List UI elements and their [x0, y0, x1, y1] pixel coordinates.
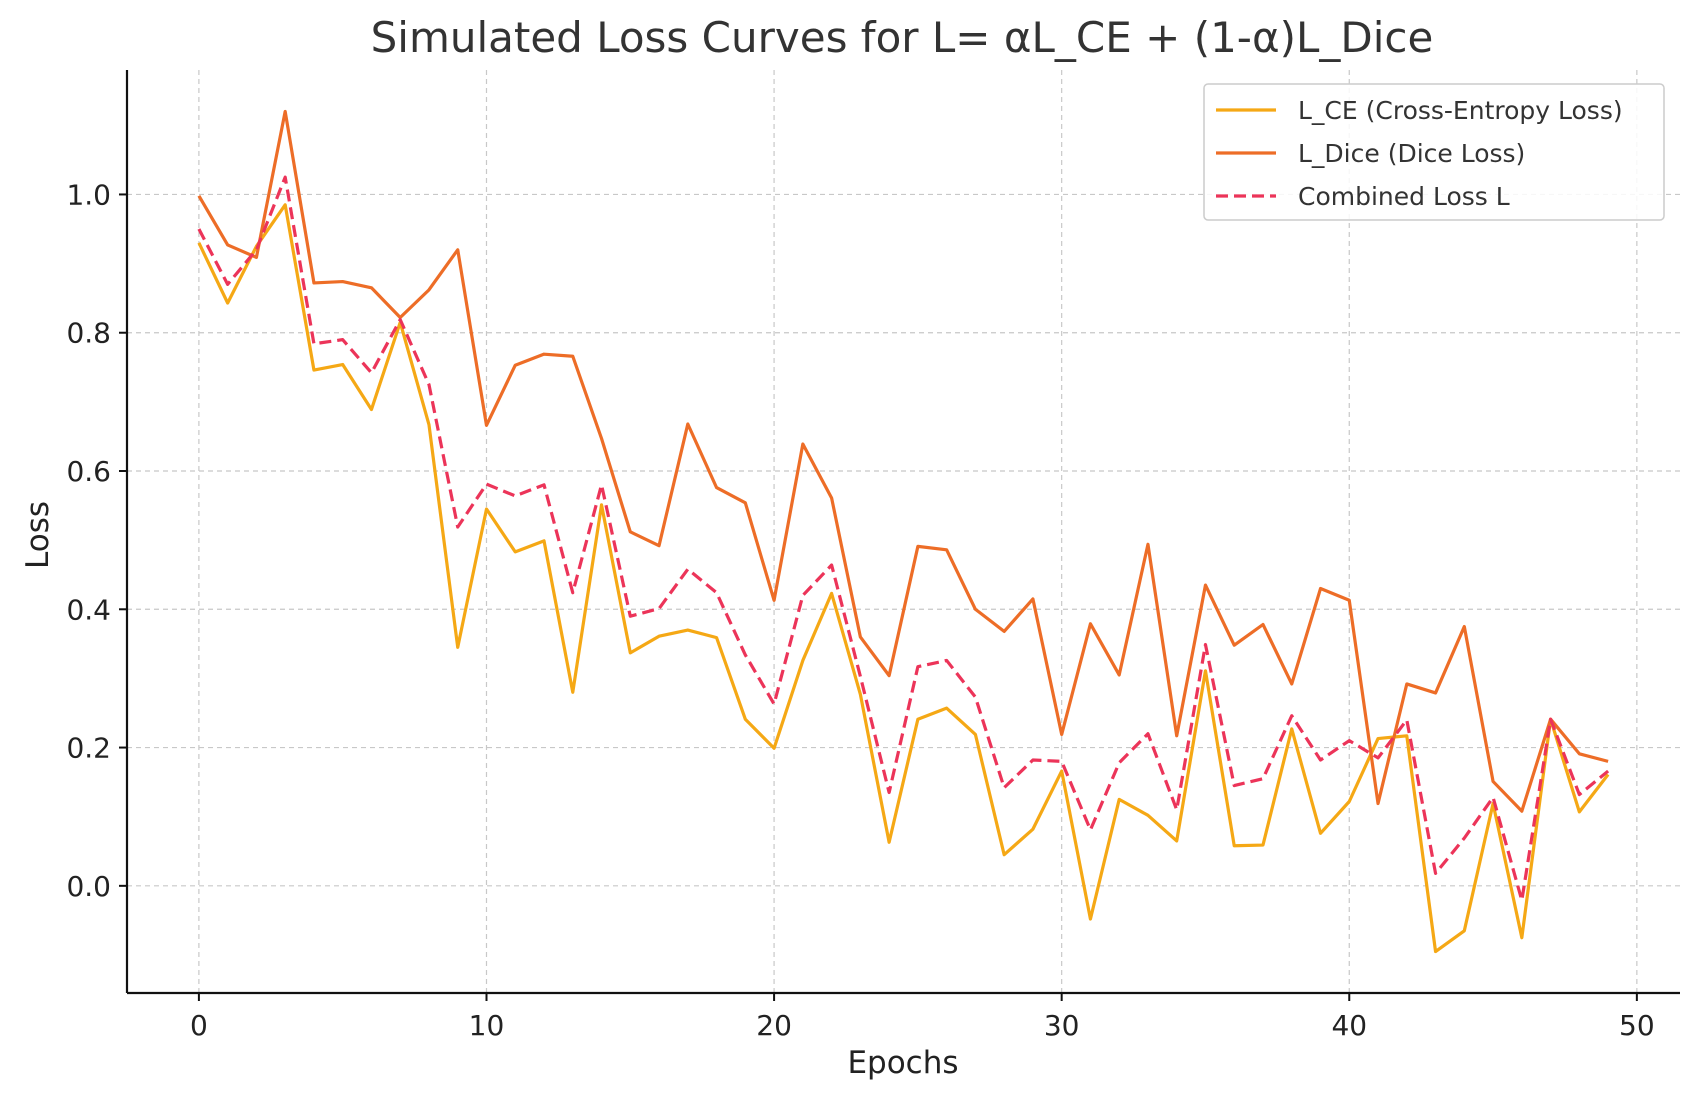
axes: [125, 70, 1680, 995]
legend-label-1: L_CE (Cross-Entropy Loss): [1298, 96, 1623, 125]
legend-label-3: Combined Loss L: [1298, 182, 1510, 211]
series-line-2: [197, 109, 1609, 813]
series-line-3: [197, 175, 1610, 902]
chart-title: Simulated Loss Curves for L= αL_CE + (1-…: [371, 13, 1434, 62]
series-line-1: [197, 203, 1610, 954]
y-axis-label: Loss: [20, 501, 56, 569]
series-lines: [197, 109, 1610, 954]
ticks: 0 10 20 30 40 50 0.0 0.2 0.4 0.6 0.8 1.0: [66, 178, 1654, 1042]
legend: L_CE (Cross-Entropy Loss) L_Dice (Dice Lo…: [1203, 83, 1665, 221]
y-tick-label: 0.8: [66, 317, 111, 350]
y-tick-label: 0.4: [66, 593, 111, 626]
x-tick-label: 30: [1044, 1009, 1080, 1042]
x-tick-label: 0: [190, 1009, 208, 1042]
x-tick-label: 20: [756, 1009, 792, 1042]
legend-box: [1203, 83, 1665, 221]
x-tick-label: 10: [469, 1009, 505, 1042]
x-tick-label: 40: [1331, 1009, 1367, 1042]
legend-label-2: L_Dice (Dice Loss): [1298, 139, 1525, 168]
y-tick-label: 1.0: [66, 178, 111, 211]
y-tick-label: 0.6: [66, 455, 111, 488]
x-axis-label: Epochs: [847, 1045, 958, 1081]
y-tick-label: 0.2: [66, 732, 111, 765]
x-tick-label: 50: [1619, 1009, 1655, 1042]
y-tick-label: 0.0: [66, 870, 111, 903]
